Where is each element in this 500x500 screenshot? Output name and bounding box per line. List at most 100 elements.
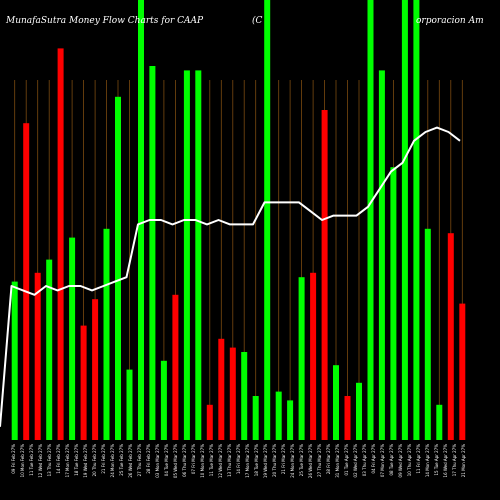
bar-up: [160, 360, 167, 440]
x-tick-label: 12 Wed Mar 27%: [218, 444, 223, 478]
x-tick-label: 09 Wed Apr 27%: [398, 444, 403, 478]
x-tick-label: 03 Thu Apr 27%: [362, 444, 367, 476]
x-tick-label: 08 Tue Apr 27%: [389, 444, 394, 476]
x-tick-label: 06 Thu Mar 27%: [182, 444, 187, 477]
bar-down: [206, 404, 213, 440]
bar-down: [459, 303, 466, 440]
x-tick-label: 21 Fri Feb 27%: [101, 444, 106, 474]
x-tick-label: 10 Thu Apr 27%: [407, 444, 412, 476]
x-tick-label: 25 Tue Feb 27%: [119, 444, 124, 476]
x-tick-label: 14 Fri Feb 27%: [56, 444, 61, 474]
bar-up: [138, 0, 144, 440]
bar-down: [172, 294, 179, 440]
x-tick-label: 24 Mon Mar 27%: [290, 444, 295, 478]
x-tick-label: 14 Mon Apr 27%: [425, 444, 430, 477]
x-tick-label: 07 Mon Apr 27%: [380, 444, 385, 477]
x-tick-label: 21 Mon Apr 27%: [461, 444, 466, 477]
bar-up: [298, 277, 305, 440]
bar-up: [183, 70, 190, 441]
x-tick-label: 09 Fri Feb 27%: [11, 444, 16, 474]
x-tick-label: 07 Fri Mar 27%: [191, 444, 196, 474]
bar-down: [344, 396, 351, 440]
bar-up: [195, 70, 202, 441]
x-tick-label: 19 Wed Mar 27%: [263, 444, 268, 478]
bar-down: [57, 48, 64, 441]
chart-title-middle: (C: [252, 15, 263, 26]
x-tick-label: 11 Tue Mar 27%: [209, 444, 214, 476]
bar-down: [310, 272, 317, 440]
x-tick-label: 28 Fri Feb 27%: [146, 444, 151, 474]
bar-up: [11, 281, 18, 440]
bar-up: [356, 382, 362, 440]
bar-up: [390, 167, 397, 440]
x-tick-label: 11 Fri Apr 27%: [416, 444, 421, 474]
x-tick-label: 15 Tue Apr 27%: [434, 444, 439, 476]
x-tick-label: 13 Thu Mar 27%: [227, 444, 232, 477]
x-tick-label: 03 Mon Mar 27%: [155, 444, 160, 478]
bar-up: [115, 96, 121, 441]
x-axis-tick-labels: 09 Fri Feb 27% 10 Mon Feb 27% 11 Tue Feb 2…: [11, 444, 466, 478]
bar-down: [23, 123, 30, 440]
bar-up: [413, 0, 420, 440]
money-flow-line-path: [0, 126, 461, 427]
x-tick-label: 20 Thu Mar 27%: [272, 444, 277, 477]
x-tick-label: 18 Tue Feb 27%: [74, 444, 79, 476]
bar-up: [69, 237, 76, 440]
x-tick-label: 01 Tue Apr 27%: [344, 444, 349, 476]
x-tick-label: 16 Wed Apr 27%: [443, 444, 448, 478]
bar-up: [287, 400, 294, 440]
bar-down: [447, 233, 454, 440]
x-tick-label: 25 Tue Mar 27%: [299, 444, 304, 476]
x-tick-label: 10 Mon Feb 27%: [20, 444, 25, 478]
x-tick-label: 04 Fri Apr 27%: [371, 444, 376, 474]
x-tick-label: 12 Wed Feb 27%: [38, 444, 43, 478]
x-tick-label: 10 Mon Mar 27%: [200, 444, 205, 478]
bar-down: [34, 272, 41, 440]
x-tick-label: 18 Tue Mar 27%: [254, 444, 259, 476]
chart-title-right: orporacion Am: [416, 16, 484, 26]
x-tick-label: 26 Wed Mar 27%: [308, 444, 313, 478]
x-tick-label: 20 Thu Feb 27%: [92, 444, 97, 477]
bar-up: [252, 396, 259, 440]
bar-down: [218, 338, 225, 440]
x-tick-label: 11 Tue Feb 27%: [29, 444, 34, 476]
bar-up: [46, 259, 53, 440]
x-tick-label: 14 Fri Mar 27%: [236, 444, 241, 474]
bar-up: [149, 66, 156, 440]
chart-title: MunafaSutra Money Flow Charts for CAAP: [5, 16, 204, 26]
bar-down: [229, 347, 236, 440]
x-tick-label: 17 Thu Apr 27%: [452, 444, 457, 476]
bar-down: [321, 110, 328, 440]
bars: [11, 0, 466, 441]
bar-up: [401, 0, 408, 440]
bar-up: [264, 0, 271, 440]
x-tick-label: 04 Tue Mar 27%: [164, 444, 169, 476]
bar-up: [103, 228, 110, 440]
bar-down: [92, 299, 99, 440]
x-tick-label: 21 Fri Mar 27%: [281, 444, 286, 474]
bar-up: [367, 0, 374, 440]
x-tick-label: 26 Wed Feb 27%: [128, 444, 133, 478]
x-tick-label: 13 Thu Feb 27%: [47, 444, 52, 477]
x-tick-label: 27 Thu Feb 27%: [137, 444, 142, 477]
x-tick-label: 28 Fri Mar 27%: [326, 444, 331, 474]
bar-up: [436, 404, 443, 440]
x-tick-label: 27 Thu Mar 27%: [317, 444, 322, 477]
x-tick-label: 17 Mon Feb 27%: [65, 444, 70, 478]
bar-up: [424, 228, 431, 440]
bar-up: [241, 352, 248, 440]
x-tick-label: 02 Wed Apr 27%: [353, 444, 358, 478]
bar-up: [275, 391, 282, 440]
bar-up: [333, 365, 339, 440]
x-tick-label: 19 Wed Feb 27%: [83, 444, 88, 478]
x-tick-label: 05 Wed Mar 27%: [173, 444, 178, 478]
x-tick-label: 31 Mon Mar 27%: [335, 444, 340, 478]
bar-up: [126, 369, 133, 440]
bar-down: [80, 325, 87, 440]
money-flow-line: [0, 126, 461, 427]
x-tick-label: 17 Mon Mar 27%: [245, 444, 250, 478]
bar-up: [378, 70, 385, 441]
x-tick-label: 24 Mon Feb 27%: [110, 444, 115, 478]
